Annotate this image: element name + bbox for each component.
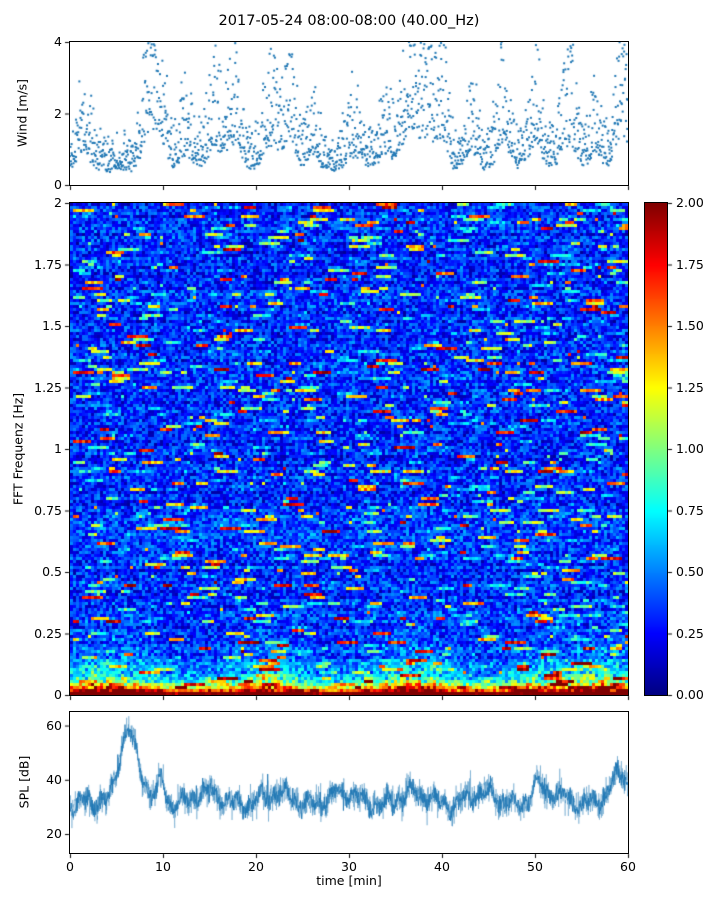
- spectrogram-ytick-label: 1.5: [42, 317, 62, 333]
- spectrogram-canvas: [70, 203, 628, 695]
- colorbar-tick-label: 0.75: [676, 502, 704, 518]
- spl-ylabel: SPL [dB]: [16, 755, 32, 809]
- spl-plot-frame: [69, 711, 629, 854]
- spectrogram-ytick-label: 0.75: [34, 502, 62, 518]
- spectrogram-plot-frame: [69, 202, 629, 696]
- x-tick-label: 10: [155, 859, 171, 874]
- x-tick-label: 30: [341, 859, 357, 874]
- colorbar-tick-label: 0.00: [676, 686, 704, 702]
- colorbar-canvas: [645, 203, 667, 695]
- colorbar-tick-label: 1.50: [676, 317, 704, 333]
- x-tick-label: 60: [620, 859, 636, 874]
- colorbar-tick-label: 1.25: [676, 379, 704, 395]
- spectrogram-ytick-label: 0: [54, 686, 62, 702]
- colorbar-tick-label: 1.75: [676, 256, 704, 272]
- spectrogram-ytick-label: 1: [54, 440, 62, 456]
- spectrogram-ylabel: FFT Frequenz [Hz]: [10, 392, 26, 506]
- spl-ytick-label: 20: [46, 825, 62, 841]
- colorbar-tick-label: 2.00: [676, 194, 704, 210]
- x-tick-label: 20: [248, 859, 264, 874]
- wind-ytick-label: 2: [54, 105, 62, 121]
- x-tick-label: 0: [66, 859, 74, 874]
- colorbar-tick-label: 0.50: [676, 563, 704, 579]
- wind-ytick-label: 4: [54, 33, 62, 49]
- spectrogram-ytick-label: 1.25: [34, 379, 62, 395]
- colorbar-frame: [644, 202, 668, 696]
- spectrogram-ytick-label: 0.25: [34, 625, 62, 641]
- wind-scatter-canvas: [70, 42, 628, 185]
- x-tick-label: 40: [434, 859, 450, 874]
- x-tick-label: 50: [527, 859, 543, 874]
- spectrogram-ytick-label: 1.75: [34, 256, 62, 272]
- spl-line-canvas: [70, 712, 628, 853]
- spectrogram-ytick-label: 0.5: [42, 563, 62, 579]
- colorbar-tick-label: 0.25: [676, 625, 704, 641]
- colorbar-tick-label: 1.00: [676, 440, 704, 456]
- x-axis-label: time [min]: [316, 873, 382, 888]
- spl-ytick-label: 40: [46, 771, 62, 787]
- wind-ylabel: Wind [m/s]: [14, 78, 30, 148]
- figure-title: 2017-05-24 08:00-08:00 (40.00_Hz): [218, 13, 480, 29]
- wind-plot-frame: [69, 41, 629, 186]
- spl-ytick-label: 60: [46, 717, 62, 733]
- spectrogram-ytick-label: 2: [54, 194, 62, 210]
- wind-ytick-label: 0: [54, 176, 62, 192]
